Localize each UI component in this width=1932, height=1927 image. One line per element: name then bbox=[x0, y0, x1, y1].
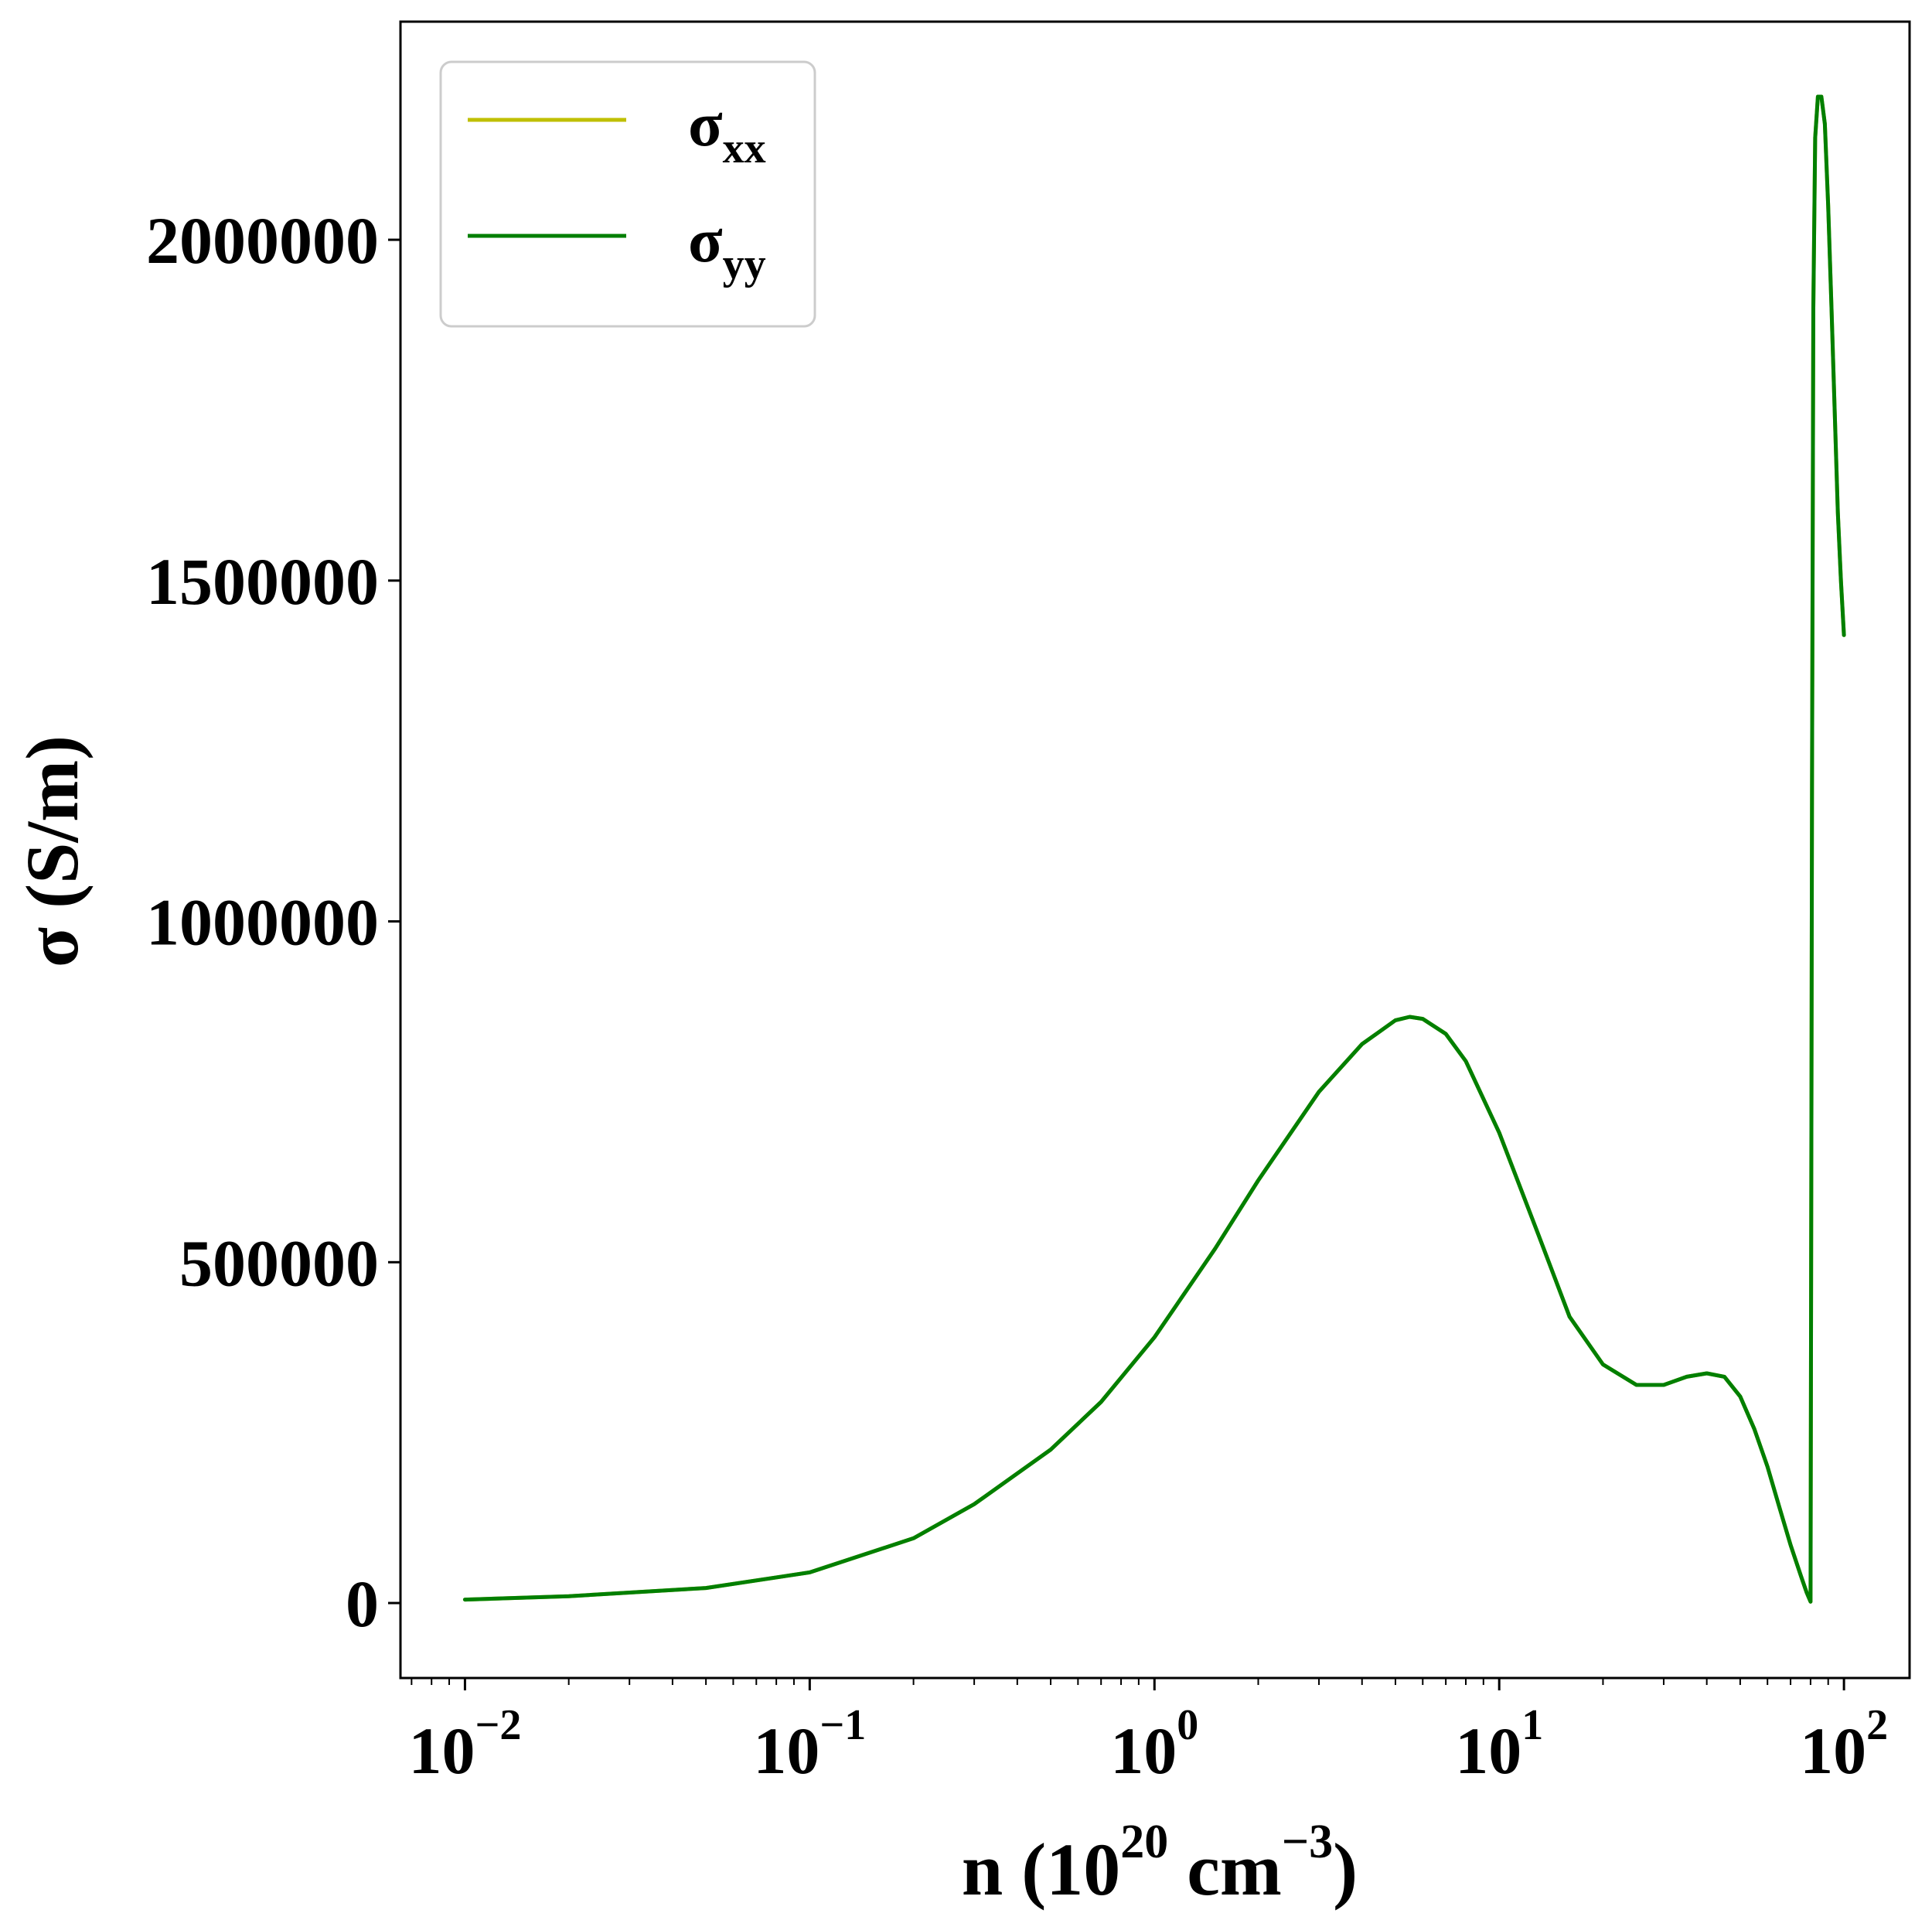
legend-subscript-yy: yy bbox=[723, 240, 766, 288]
y-tick-label: 1500000 bbox=[146, 544, 379, 619]
x-tick-label: 100 bbox=[1110, 1701, 1198, 1788]
x-tick-exponent: 1 bbox=[1521, 1701, 1543, 1749]
x-tick-base: 10 bbox=[1110, 1714, 1177, 1788]
x-axis-label: n (1020 cm−3) bbox=[962, 1816, 1358, 1911]
x-tick-label: 102 bbox=[1800, 1701, 1888, 1788]
legend: σxx σyy bbox=[439, 60, 816, 328]
legend-subscript-xx: xx bbox=[723, 124, 766, 172]
x-axis-label-exponent-20: 20 bbox=[1120, 1816, 1168, 1868]
y-tick-label: 1000000 bbox=[146, 885, 379, 960]
x-axis-label-exponent-minus-3: −3 bbox=[1282, 1816, 1333, 1868]
plot-frame bbox=[399, 20, 1911, 1680]
series-line-1 bbox=[462, 94, 1846, 1604]
x-axis-ticks: 10−2 10−1 100 101 102 bbox=[408, 1678, 1888, 1788]
x-tick-label: 101 bbox=[1455, 1701, 1543, 1788]
y-tick-label: 2000000 bbox=[146, 203, 379, 278]
x-tick-exponent: −1 bbox=[819, 1701, 866, 1749]
legend-symbol-sigma-xx: σ bbox=[688, 89, 723, 159]
x-tick-exponent: 0 bbox=[1177, 1701, 1198, 1749]
legend-label-sigma-yy: σyy bbox=[688, 205, 766, 288]
x-axis-label-suffix: ) bbox=[1333, 1828, 1358, 1911]
x-axis-label-prefix: n (10 bbox=[962, 1828, 1120, 1911]
y-tick-label: 500000 bbox=[179, 1226, 379, 1300]
legend-symbol-sigma-yy: σ bbox=[688, 205, 723, 275]
series-layer bbox=[462, 94, 1846, 1604]
x-tick-exponent: −2 bbox=[475, 1701, 521, 1749]
x-tick-label: 10−2 bbox=[408, 1701, 521, 1788]
x-tick-base: 10 bbox=[408, 1714, 475, 1788]
x-tick-base: 10 bbox=[1455, 1714, 1521, 1788]
x-tick-exponent: 2 bbox=[1866, 1701, 1888, 1749]
legend-box bbox=[439, 60, 816, 328]
x-axis-label-unit: cm bbox=[1168, 1828, 1282, 1911]
legend-label-sigma-xx: σxx bbox=[688, 89, 766, 172]
y-tick-label: 0 bbox=[346, 1567, 379, 1641]
x-tick-label: 10−1 bbox=[753, 1701, 866, 1788]
y-axis-ticks: 0 500000 1000000 1500000 2000000 bbox=[146, 203, 400, 1641]
x-tick-base: 10 bbox=[753, 1714, 819, 1788]
x-tick-base: 10 bbox=[1800, 1714, 1866, 1788]
y-axis-label: σ (S/m) bbox=[11, 735, 94, 967]
